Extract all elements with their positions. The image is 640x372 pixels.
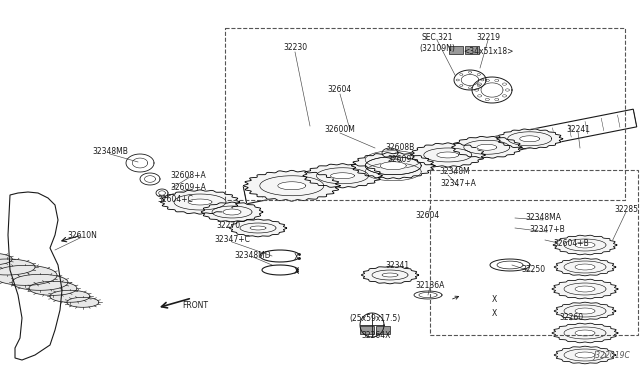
Text: 32348MB: 32348MB [92, 148, 128, 157]
Text: SEC.321: SEC.321 [421, 33, 452, 42]
Text: 32600M: 32600M [324, 125, 355, 135]
Bar [225, 28, 625, 200]
Polygon shape [497, 129, 563, 148]
Polygon shape [250, 226, 266, 230]
Bar [360, 326, 374, 334]
Text: 32604: 32604 [328, 86, 352, 94]
Polygon shape [552, 323, 618, 343]
Polygon shape [575, 264, 595, 270]
Polygon shape [0, 265, 57, 285]
Polygon shape [362, 266, 419, 284]
Text: (32109N): (32109N) [419, 45, 455, 54]
Polygon shape [161, 190, 239, 214]
Polygon shape [575, 330, 595, 336]
Polygon shape [351, 153, 435, 179]
Text: 32264X: 32264X [362, 331, 390, 340]
Polygon shape [575, 286, 595, 292]
Text: 32219: 32219 [476, 33, 500, 42]
Polygon shape [452, 137, 522, 158]
Text: 32341: 32341 [385, 260, 409, 269]
Polygon shape [437, 152, 459, 158]
Bar [465, 46, 479, 54]
Text: 32260: 32260 [559, 314, 583, 323]
Polygon shape [67, 297, 99, 307]
Text: 32347+A: 32347+A [440, 180, 476, 189]
Text: X: X [293, 253, 299, 263]
Polygon shape [12, 274, 68, 290]
Polygon shape [554, 258, 616, 276]
Text: X: X [492, 295, 497, 305]
Polygon shape [330, 173, 355, 179]
Text: 32347+C: 32347+C [214, 235, 250, 244]
Polygon shape [575, 352, 595, 358]
Text: FRONT: FRONT [182, 301, 208, 310]
Text: 32604+C: 32604+C [157, 196, 193, 205]
Text: 32347+B: 32347+B [529, 225, 565, 234]
Text: 32348MD: 32348MD [235, 250, 271, 260]
Text: 32610N: 32610N [67, 231, 97, 240]
Polygon shape [0, 259, 35, 275]
Polygon shape [554, 302, 616, 320]
Text: <34x51x18>: <34x51x18> [463, 46, 513, 55]
Text: 32230: 32230 [283, 44, 307, 52]
Polygon shape [278, 182, 306, 190]
Polygon shape [0, 253, 12, 265]
Polygon shape [303, 164, 382, 188]
Polygon shape [223, 209, 241, 215]
Text: 32608+A: 32608+A [170, 170, 206, 180]
Text: 32136A: 32136A [415, 280, 445, 289]
Text: 32250: 32250 [521, 266, 545, 275]
Polygon shape [201, 202, 263, 222]
Text: 32285: 32285 [614, 205, 638, 215]
Bar [430, 170, 638, 335]
Polygon shape [520, 136, 540, 142]
Text: 32270: 32270 [216, 221, 240, 230]
Text: 32608B: 32608B [385, 144, 415, 153]
Bar [449, 46, 463, 54]
Polygon shape [188, 199, 212, 205]
Polygon shape [229, 219, 287, 237]
Text: X: X [492, 308, 497, 317]
Text: J322019C: J322019C [593, 351, 630, 360]
Text: 32241: 32241 [566, 125, 590, 135]
Polygon shape [382, 273, 398, 277]
Polygon shape [575, 308, 595, 314]
Text: 32609+A: 32609+A [170, 183, 206, 192]
Polygon shape [575, 242, 595, 248]
Polygon shape [243, 170, 340, 201]
Text: 32348M: 32348M [440, 167, 470, 176]
Polygon shape [50, 290, 90, 302]
Text: 32604+B: 32604+B [553, 240, 589, 248]
Bar [376, 326, 390, 334]
Polygon shape [477, 144, 497, 150]
Polygon shape [552, 279, 618, 299]
Text: 32604: 32604 [416, 211, 440, 219]
Polygon shape [29, 281, 77, 295]
Polygon shape [553, 235, 617, 255]
Polygon shape [380, 162, 406, 170]
Polygon shape [410, 143, 485, 167]
Text: X: X [293, 267, 299, 276]
Text: 32348MA: 32348MA [525, 214, 561, 222]
Text: (25x59x17.5): (25x59x17.5) [349, 314, 401, 323]
Text: 32609: 32609 [388, 155, 412, 164]
Polygon shape [554, 346, 616, 364]
